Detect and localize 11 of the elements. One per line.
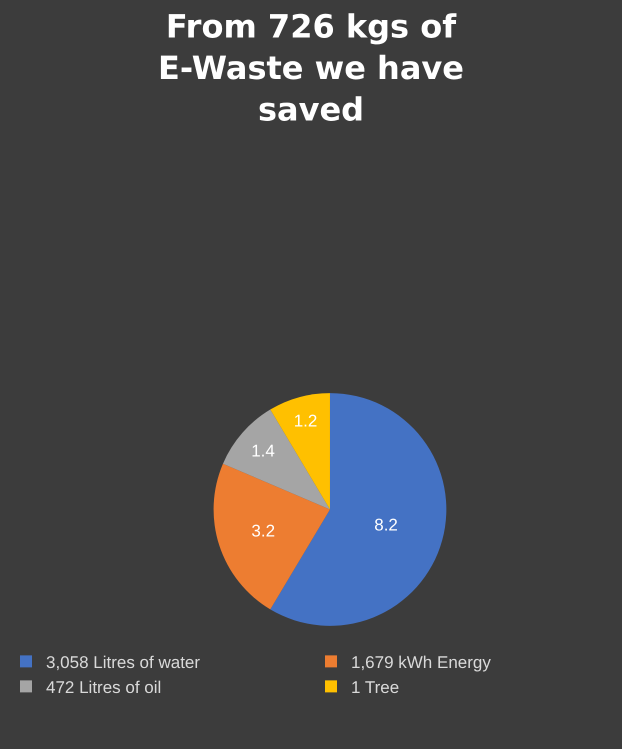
pie-slice xyxy=(222,410,330,510)
legend-label: 1 Tree xyxy=(351,678,400,698)
legend-label: 472 Litres of oil xyxy=(46,678,162,698)
data-label: 3.2 xyxy=(251,522,276,541)
data-label: 1.4 xyxy=(251,441,275,460)
pie-slice xyxy=(214,464,330,610)
chart-title: From 726 kgs of E-Waste we have saved xyxy=(158,7,464,129)
legend-label: 1,679 kWh Energy xyxy=(351,652,492,672)
data-label: 1.2 xyxy=(294,411,318,430)
legend-label: 3,058 Litres of water xyxy=(46,652,200,672)
data-label: 8.2 xyxy=(374,515,398,534)
